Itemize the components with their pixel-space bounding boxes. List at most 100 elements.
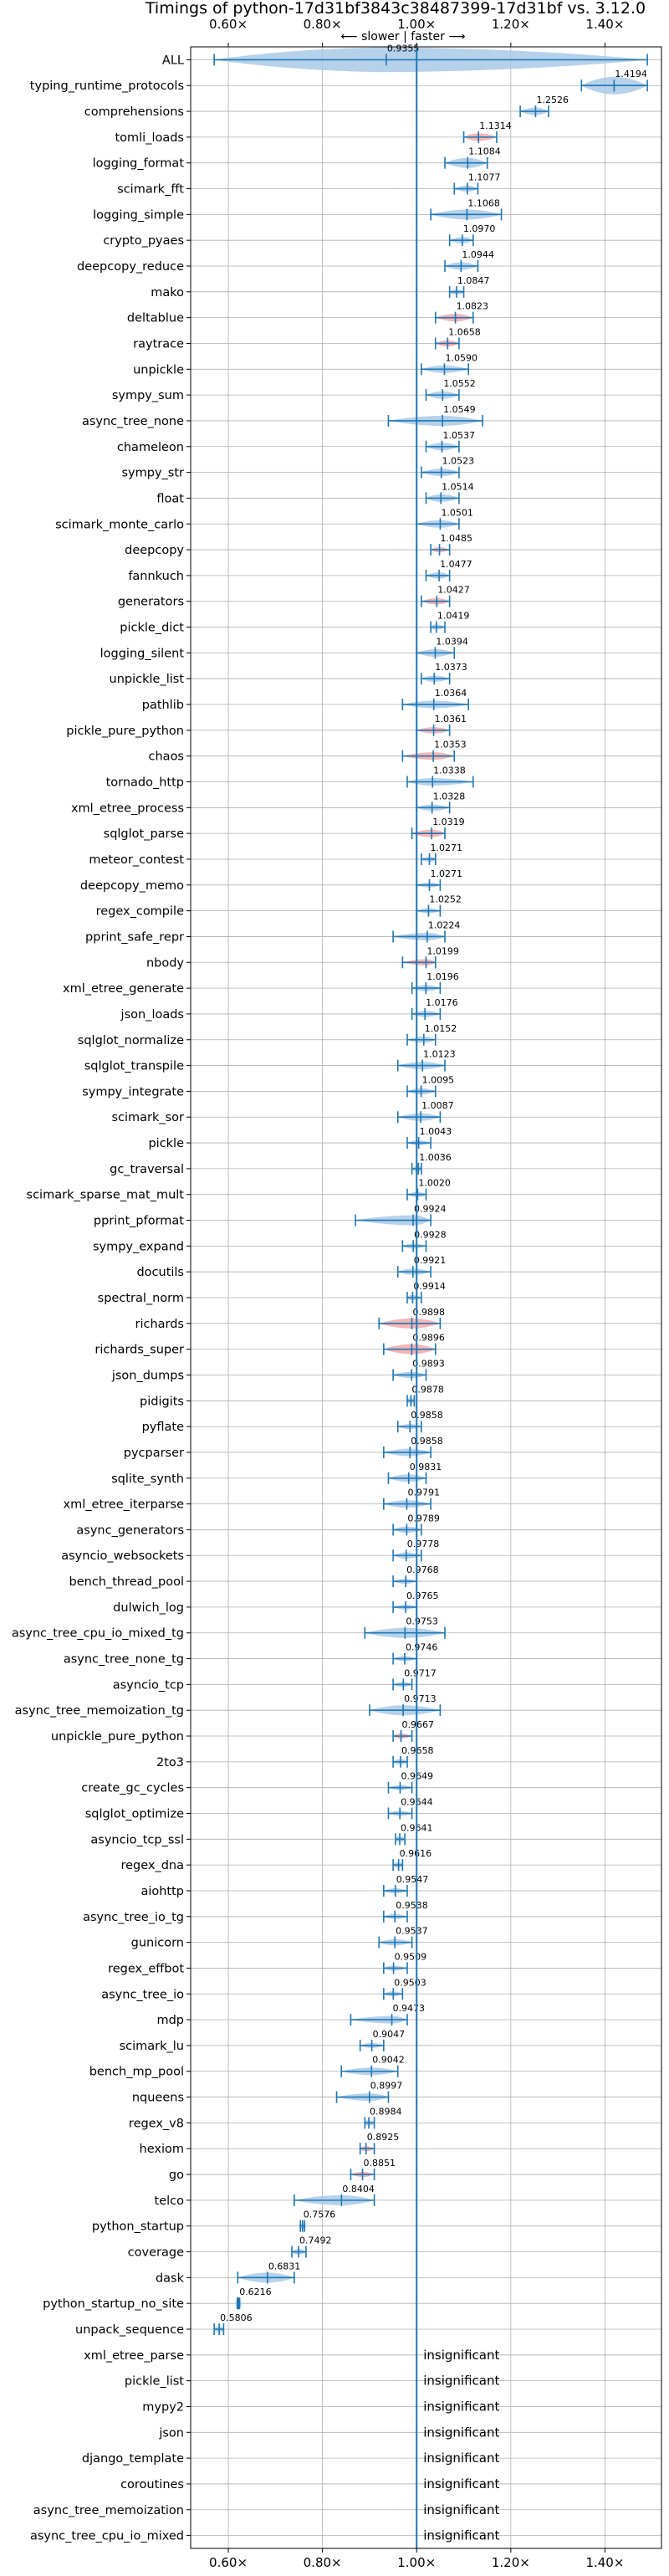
benchmark-name: unpickle_pure_python <box>51 1730 184 1744</box>
benchmark-name: pickle_pure_python <box>66 725 184 738</box>
value-label: 0.6831 <box>268 2261 301 2271</box>
value-label: 1.0338 <box>433 766 466 776</box>
benchmark-name: asyncio_websockets <box>61 1549 184 1563</box>
value-label: 0.9878 <box>411 1384 444 1395</box>
top-tick-label: 1.00× <box>397 17 436 32</box>
plot-frame <box>190 46 662 2549</box>
benchmark-name: pprint_pformat <box>94 1215 184 1228</box>
benchmark-name: pyflate <box>142 1421 184 1434</box>
value-label: 0.9896 <box>412 1333 444 1344</box>
value-label: 1.0823 <box>457 301 489 312</box>
benchmark-name: ALL <box>162 54 184 67</box>
value-label: 1.0043 <box>420 1126 452 1137</box>
benchmark-name: xml_etree_process <box>71 801 184 815</box>
benchmark-name: unpack_sequence <box>75 2323 184 2337</box>
value-label: 1.0970 <box>463 223 496 234</box>
insignificant-label: insignificant <box>423 2476 499 2491</box>
value-label: 0.9547 <box>396 1874 428 1885</box>
value-label: 1.0549 <box>443 404 476 415</box>
value-label: 0.9713 <box>404 1693 437 1704</box>
value-label: 0.9893 <box>412 1358 445 1369</box>
benchmark-name: coroutines <box>120 2478 184 2491</box>
chart-title: Timings of python-17d31bf3843c38487399-1… <box>145 0 646 18</box>
value-label: 0.9924 <box>414 1204 446 1215</box>
value-label: 1.0944 <box>462 249 494 260</box>
benchmark-name: async_tree_io <box>101 1988 184 2001</box>
benchmark-name: 2to3 <box>156 1756 184 1769</box>
value-label: 0.9538 <box>396 1900 428 1911</box>
benchmark-name: deepcopy <box>125 544 184 557</box>
benchmark-name: float <box>156 492 184 505</box>
benchmark-name: pickle_list <box>125 2375 184 2389</box>
value-label: 1.0271 <box>430 868 462 879</box>
benchmark-name: sqlglot_optimize <box>85 1807 184 1821</box>
benchmark-name: python_startup_no_site <box>43 2297 184 2311</box>
value-label: 0.9765 <box>406 1590 439 1601</box>
benchmark-name: mako <box>151 286 184 300</box>
benchmark-name: sympy_integrate <box>82 1085 184 1099</box>
benchmark-name: tornado_http <box>106 776 184 790</box>
value-label: 1.0552 <box>443 378 476 389</box>
benchmark-name: async_tree_none_tg <box>64 1653 184 1667</box>
value-label: 1.1084 <box>468 146 501 157</box>
benchmark-name: comprehensions <box>84 105 184 119</box>
value-label: 1.0485 <box>441 533 473 544</box>
value-label: 0.9928 <box>414 1229 447 1240</box>
benchmark-name: scimark_lu <box>120 2040 184 2053</box>
value-label: 1.0224 <box>428 919 461 930</box>
benchmark-name: aiohttp <box>140 1885 184 1898</box>
value-label: 0.7492 <box>299 2235 332 2246</box>
benchmark-name: pathlib <box>142 699 184 712</box>
benchmark-name: json_dumps <box>111 1369 184 1382</box>
value-label: 1.0271 <box>430 842 462 853</box>
value-label: 1.4194 <box>615 69 647 79</box>
value-label: 1.0252 <box>429 894 462 905</box>
value-label: 0.9717 <box>404 1667 437 1678</box>
benchmark-name: django_template <box>82 2452 184 2466</box>
benchmark-name: fannkuch <box>128 570 184 583</box>
value-label: 1.0087 <box>421 1100 453 1111</box>
benchmark-name: sqlglot_parse <box>104 827 184 841</box>
value-label: 0.9791 <box>407 1488 439 1498</box>
top-tick-label: 0.60× <box>209 17 248 32</box>
value-label: 0.9768 <box>406 1565 439 1575</box>
value-label: 1.0152 <box>425 1023 457 1034</box>
benchmark-name: dask <box>156 2271 185 2285</box>
benchmark-name: python_startup <box>92 2220 184 2234</box>
value-label: 0.9789 <box>407 1513 440 1524</box>
value-label: 1.1068 <box>467 197 500 208</box>
benchmark-name: xml_etree_parse <box>84 2349 184 2363</box>
insignificant-label: insignificant <box>423 2399 499 2414</box>
value-label: 1.0020 <box>418 1178 450 1189</box>
value-label: 1.0095 <box>422 1074 455 1085</box>
benchmark-name: create_gc_cycles <box>81 1782 184 1795</box>
benchmark-name: spectral_norm <box>98 1292 184 1305</box>
insignificant-label: insignificant <box>423 2451 499 2466</box>
benchmark-name: sympy_sum <box>112 389 184 402</box>
bottom-tick-label: 0.80× <box>304 2555 342 2570</box>
benchmark-name: docutils <box>136 1266 184 1279</box>
value-label: 0.7576 <box>304 2210 336 2220</box>
benchmark-name: chaos <box>149 750 184 764</box>
top-axis-ticks: 0.60× 0.80× 1.00× 1.20× 1.40× <box>209 17 624 47</box>
value-label: 0.9616 <box>400 1848 432 1859</box>
benchmark-name: asyncio_tcp_ssl <box>90 1833 184 1846</box>
value-label: 0.5806 <box>220 2312 253 2323</box>
benchmark-name: json_loads <box>120 1008 184 1022</box>
benchmark-name: async_tree_cpu_io_mixed_tg <box>12 1627 184 1641</box>
benchmark-name: xml_etree_generate <box>63 982 184 996</box>
benchmark-name: generators <box>118 596 184 609</box>
top-tick-label: 1.40× <box>585 17 624 32</box>
benchmark-name: gc_traversal <box>110 1163 184 1176</box>
benchmark-name: scimark_sparse_mat_mult <box>27 1189 185 1202</box>
insignificant-label: insignificant <box>423 2528 499 2543</box>
value-label: 1.0847 <box>457 275 490 286</box>
value-label: 1.0196 <box>426 971 458 982</box>
direction-label: ⟵ slower | faster ⟶ <box>341 30 466 44</box>
benchmark-name: async_tree_io_tg <box>83 1911 184 1924</box>
value-label: 1.0353 <box>434 740 467 750</box>
value-label: 0.9042 <box>372 2055 405 2066</box>
benchmark-name: mypy2 <box>142 2400 184 2414</box>
benchmark-name: pycparser <box>124 1447 184 1460</box>
benchmark-name: crypto_pyaes <box>103 234 184 248</box>
